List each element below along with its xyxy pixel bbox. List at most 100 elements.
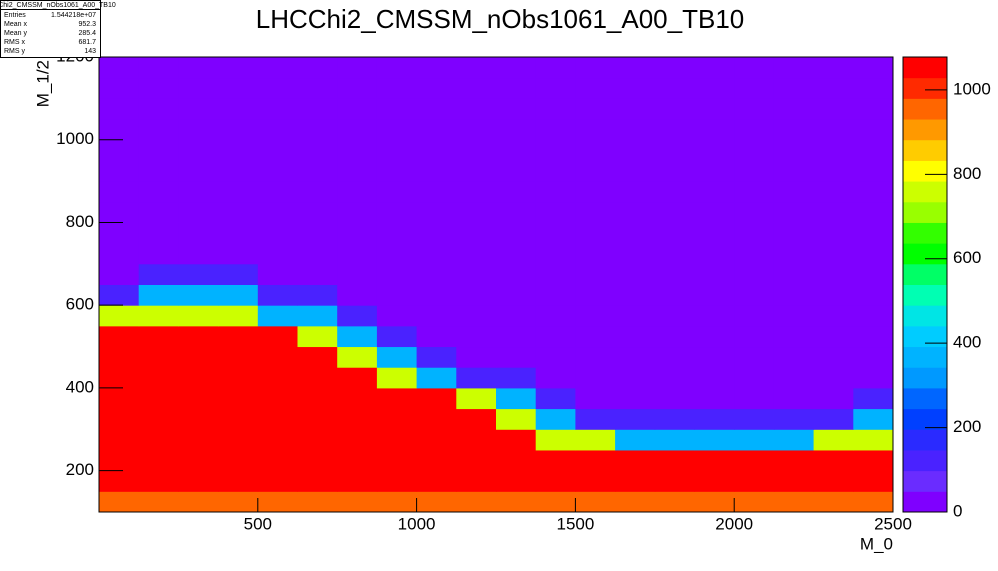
heat-cell xyxy=(99,57,140,79)
heat-cell xyxy=(853,181,894,203)
heat-cell xyxy=(575,201,616,223)
heat-cell xyxy=(615,201,656,223)
heat-cell xyxy=(138,98,179,120)
colorbar-band xyxy=(903,325,947,348)
heat-cell xyxy=(615,243,656,265)
heat-cell xyxy=(496,284,537,306)
heat-cell xyxy=(535,325,576,348)
heat-cell xyxy=(773,139,815,161)
heat-cell xyxy=(496,491,537,513)
heat-cell xyxy=(575,346,616,368)
heat-cell xyxy=(178,470,219,492)
y-tick-label: 600 xyxy=(66,295,94,314)
heat-cell xyxy=(496,387,537,410)
heat-cell xyxy=(615,119,656,141)
heat-cell xyxy=(496,98,537,120)
y-tick-label: 200 xyxy=(66,460,94,479)
colorbar-band xyxy=(903,222,947,244)
heat-cell xyxy=(773,181,815,203)
heat-cell xyxy=(297,98,338,120)
heat-cell xyxy=(218,243,259,265)
heat-cell xyxy=(575,77,616,99)
heat-cell xyxy=(376,387,418,410)
heat-cell xyxy=(456,408,497,430)
heat-cell xyxy=(416,160,457,182)
heat-cell xyxy=(575,263,616,285)
heat-cell xyxy=(416,305,457,327)
heat-cell xyxy=(297,470,338,492)
heat-cell xyxy=(496,449,537,472)
heat-cell xyxy=(376,449,418,472)
heat-cell xyxy=(456,119,497,141)
heat-cell xyxy=(337,408,378,430)
heat-cell xyxy=(178,387,219,410)
heat-cell xyxy=(99,160,140,182)
heat-cell xyxy=(853,243,894,265)
heat-cell xyxy=(218,449,259,472)
heat-cell xyxy=(615,98,656,120)
heat-cell xyxy=(654,470,695,492)
heat-cell xyxy=(337,201,378,223)
heat-cell xyxy=(99,98,140,120)
heat-cell xyxy=(456,181,497,203)
heat-cell xyxy=(654,160,695,182)
heat-cell xyxy=(178,263,219,285)
heat-cell xyxy=(496,181,537,203)
stats-value: 952.3 xyxy=(78,21,96,28)
heat-cell xyxy=(813,181,854,203)
heat-cell xyxy=(376,181,418,203)
heat-cell xyxy=(337,119,378,141)
heat-cell xyxy=(575,470,616,492)
heat-cell xyxy=(575,367,616,389)
stats-value: 143 xyxy=(84,48,96,55)
heat-cell xyxy=(456,367,497,389)
heat-cell xyxy=(813,367,854,389)
heat-cell xyxy=(773,222,815,244)
heat-cell xyxy=(575,408,616,430)
heat-cell xyxy=(734,222,775,244)
heat-cell xyxy=(535,201,576,223)
heat-cell xyxy=(218,119,259,141)
x-tick-label: 500 xyxy=(244,514,272,533)
heat-cell xyxy=(99,491,140,513)
heat-cell xyxy=(615,325,656,348)
colorbar-band xyxy=(903,263,947,285)
heat-cell xyxy=(654,57,695,79)
heat-cell xyxy=(496,346,537,368)
heat-cell xyxy=(456,139,497,161)
heat-cell xyxy=(456,429,497,451)
heat-cell xyxy=(297,449,338,472)
heat-cell xyxy=(376,222,418,244)
heat-cell xyxy=(694,139,735,161)
heat-cell xyxy=(138,160,179,182)
heat-cell xyxy=(138,222,179,244)
heat-cell xyxy=(575,181,616,203)
heat-cell xyxy=(694,305,735,327)
heat-cell xyxy=(218,367,259,389)
heat-cell xyxy=(99,284,140,306)
heat-cell xyxy=(138,119,179,141)
heat-cell xyxy=(615,160,656,182)
heat-cell xyxy=(337,181,378,203)
heat-cell xyxy=(694,222,735,244)
colorbar-band xyxy=(903,491,947,513)
heat-cell xyxy=(416,98,457,120)
colorbar-band xyxy=(903,181,947,203)
heat-cell xyxy=(138,263,179,285)
heat-cell xyxy=(575,449,616,472)
y-tick-label: 400 xyxy=(66,377,94,396)
heat-cell xyxy=(297,222,338,244)
heat-cell xyxy=(297,181,338,203)
heat-cell xyxy=(575,243,616,265)
heat-cell xyxy=(694,284,735,306)
heat-cell xyxy=(138,243,179,265)
heat-cell xyxy=(773,77,815,99)
heat-cell xyxy=(654,98,695,120)
heat-cell xyxy=(416,139,457,161)
heat-cell xyxy=(734,429,775,451)
heat-cell xyxy=(654,119,695,141)
heat-cell xyxy=(535,160,576,182)
stats-value: 1.544218e+07 xyxy=(51,12,96,19)
heat-cell xyxy=(813,346,854,368)
heat-cell xyxy=(654,408,695,430)
